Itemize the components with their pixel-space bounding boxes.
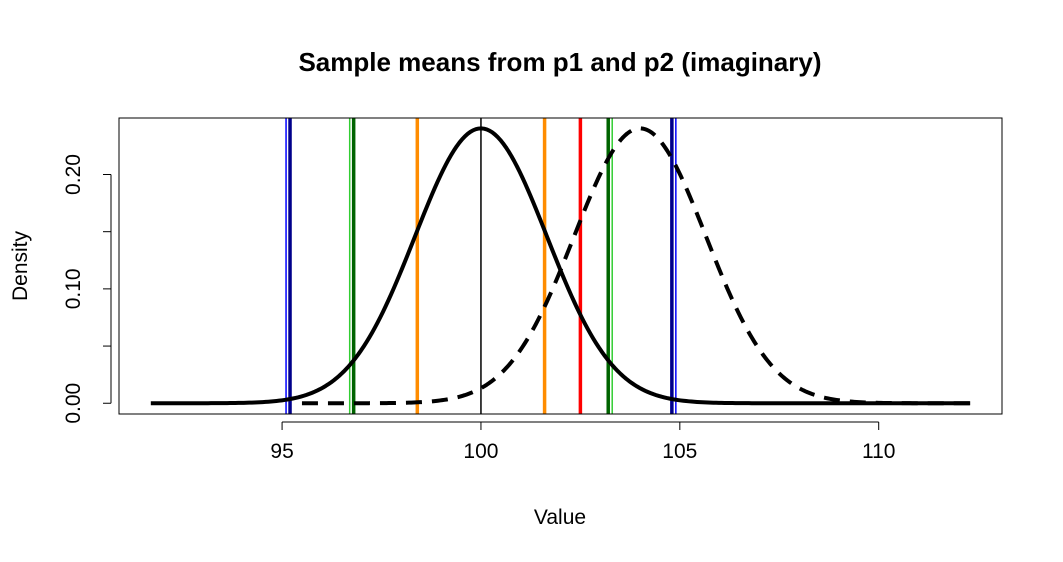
x-tick-label: 105 [662,440,697,463]
x-tick-label: 100 [463,440,498,463]
y-tick-label: 0.20 [62,154,85,195]
plot-frame [118,117,1003,415]
solid-density-curve [150,126,971,406]
x-axis: 95 100 105 110 [270,421,895,463]
y-tick-label: 0.10 [62,268,85,309]
chart-title: Sample means from p1 and p2 (imaginary) [298,47,821,77]
x-axis-label: Value [534,506,586,529]
y-tick-label: 0.00 [62,383,85,424]
y-axis: 0.00 0.10 0.20 [62,154,112,424]
x-tick-label: 110 [862,440,895,463]
y-axis-label: Density [9,230,32,301]
x-tick-label: 95 [270,440,293,463]
plot-content [150,118,971,414]
dashed-density-curve [301,126,971,406]
